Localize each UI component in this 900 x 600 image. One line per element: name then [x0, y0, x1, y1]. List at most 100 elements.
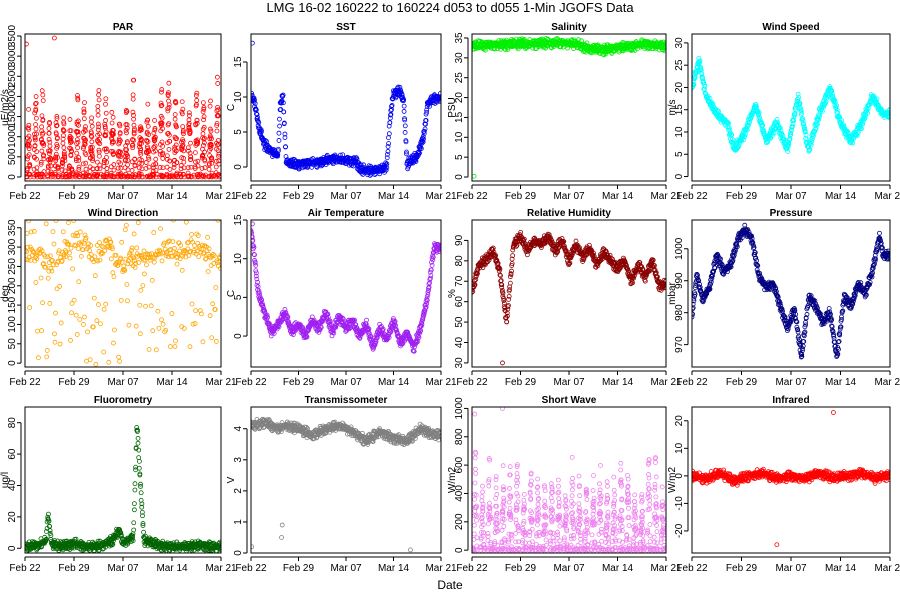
- data-points: [251, 40, 441, 178]
- data-point: [130, 145, 136, 151]
- data-point: [844, 128, 850, 134]
- data-point: [57, 341, 63, 347]
- data-point: [59, 258, 65, 263]
- data-point: [94, 318, 100, 324]
- data-point: [75, 246, 81, 251]
- data-point: [203, 256, 209, 261]
- data-point: [156, 325, 162, 331]
- data-point: [207, 103, 213, 109]
- data-point: [197, 308, 203, 314]
- data-point: [103, 118, 108, 123]
- data-point: [98, 321, 103, 327]
- y-tick-label: 50: [7, 338, 18, 350]
- data-point: [40, 300, 45, 306]
- data-point: [130, 92, 136, 98]
- data-point: [397, 84, 403, 90]
- data-point: [692, 311, 695, 316]
- data-point: [62, 158, 68, 164]
- data-point: [96, 147, 102, 153]
- data-point: [172, 344, 178, 349]
- data-point: [777, 125, 783, 131]
- data-point: [192, 321, 198, 326]
- data-point: [173, 338, 178, 344]
- data-point: [141, 257, 146, 263]
- data-point: [282, 135, 288, 140]
- data-point: [77, 316, 83, 322]
- data-point: [207, 313, 213, 319]
- data-point: [32, 143, 38, 148]
- outlier-point: [500, 360, 505, 366]
- data-point: [183, 220, 189, 225]
- data-point: [371, 345, 377, 351]
- data-point: [745, 227, 751, 233]
- data-point: [97, 131, 103, 137]
- data-point: [42, 254, 48, 260]
- data-point: [412, 344, 418, 350]
- data-point: [567, 260, 573, 266]
- data-point: [663, 278, 666, 284]
- data-point: [125, 157, 131, 163]
- data-point: [421, 310, 427, 316]
- data-point: [662, 43, 666, 49]
- data-point: [136, 165, 142, 171]
- data-point: [181, 131, 186, 137]
- data-point: [53, 220, 59, 223]
- x-tick-label: Feb 29: [58, 191, 90, 202]
- data-point: [258, 131, 263, 137]
- data-point: [97, 141, 103, 147]
- data-point: [426, 287, 431, 293]
- data-point: [96, 153, 102, 159]
- y-tick-label: 100: [7, 316, 18, 333]
- data-point: [99, 243, 105, 249]
- data-point: [187, 113, 192, 118]
- data-point: [117, 130, 123, 136]
- data-point: [139, 140, 145, 146]
- data-point: [143, 166, 149, 171]
- y-tick-label: 0: [454, 174, 465, 180]
- data-point: [172, 112, 178, 117]
- data-point: [631, 273, 637, 279]
- data-point: [499, 287, 505, 293]
- data-point: [200, 100, 206, 106]
- data-point: [46, 130, 52, 136]
- data-point: [352, 317, 358, 323]
- data-point: [103, 146, 109, 152]
- data-point: [264, 312, 270, 318]
- data-point: [280, 92, 286, 98]
- data-point: [103, 301, 109, 307]
- data-point: [159, 120, 165, 126]
- data-point: [124, 125, 130, 131]
- data-point: [159, 87, 165, 92]
- y-axis-label: deg: [0, 285, 11, 302]
- data-point: [66, 220, 71, 226]
- data-point: [102, 174, 108, 180]
- data-point: [268, 333, 274, 339]
- data-point: [159, 172, 165, 178]
- data-point: [732, 250, 738, 256]
- data-point: [257, 292, 263, 298]
- data-point: [195, 139, 201, 145]
- data-point: [83, 152, 89, 157]
- data-point: [89, 139, 95, 145]
- data-point: [735, 145, 741, 151]
- data-point: [388, 112, 393, 118]
- data-point: [201, 124, 207, 130]
- data-point: [798, 106, 804, 112]
- data-point: [181, 159, 187, 165]
- data-point: [34, 131, 40, 137]
- data-point: [167, 166, 173, 172]
- data-point: [718, 256, 723, 262]
- data-point: [178, 243, 184, 248]
- data-point: [76, 122, 81, 128]
- data-point: [367, 173, 373, 178]
- data-point: [43, 221, 49, 227]
- plot-frame: [24, 33, 222, 182]
- data-point: [104, 171, 109, 177]
- data-point: [47, 121, 52, 127]
- data-point: [152, 117, 157, 123]
- data-point: [38, 275, 44, 281]
- data-point: [169, 311, 175, 316]
- data-point: [81, 116, 87, 122]
- data-point: [209, 160, 215, 166]
